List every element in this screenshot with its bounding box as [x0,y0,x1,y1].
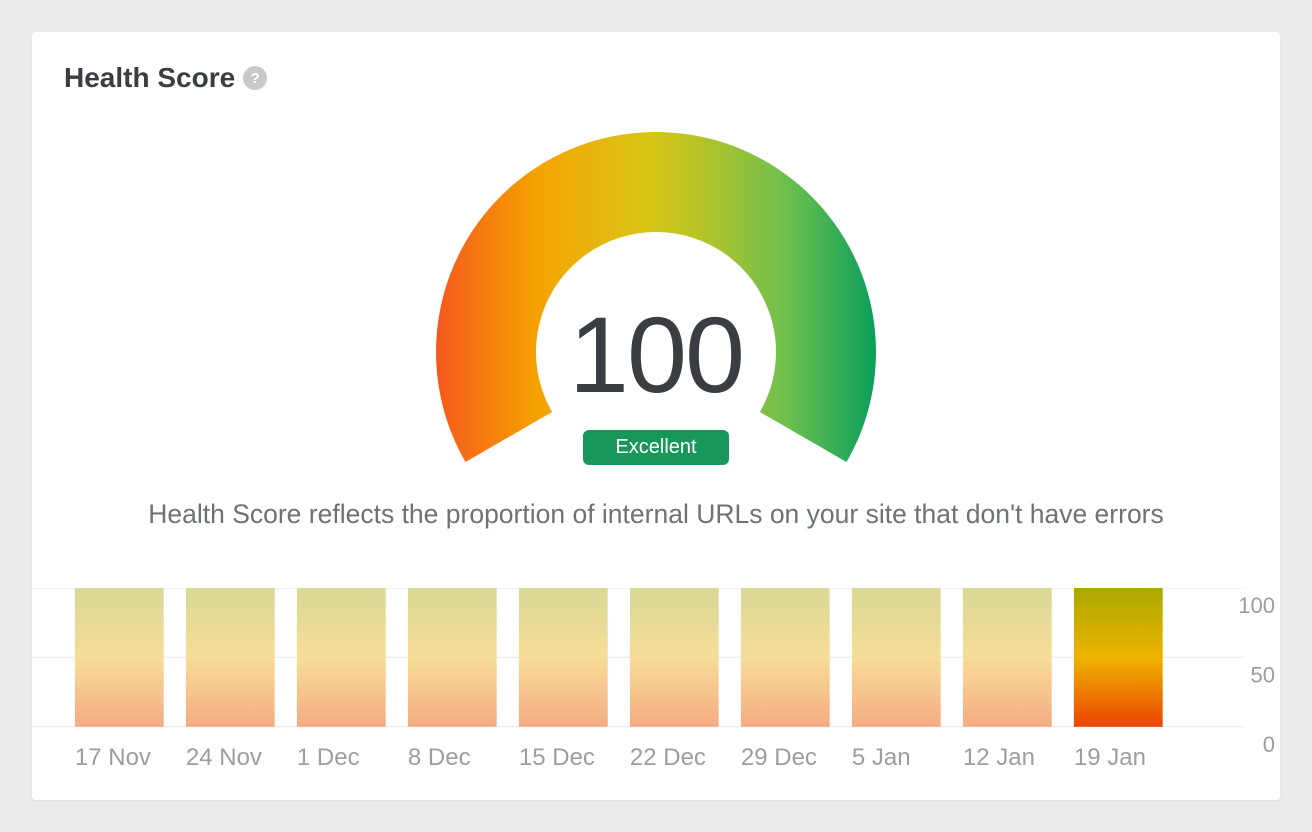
svg-text:100: 100 [1238,593,1275,618]
svg-text:50: 50 [1251,662,1275,687]
